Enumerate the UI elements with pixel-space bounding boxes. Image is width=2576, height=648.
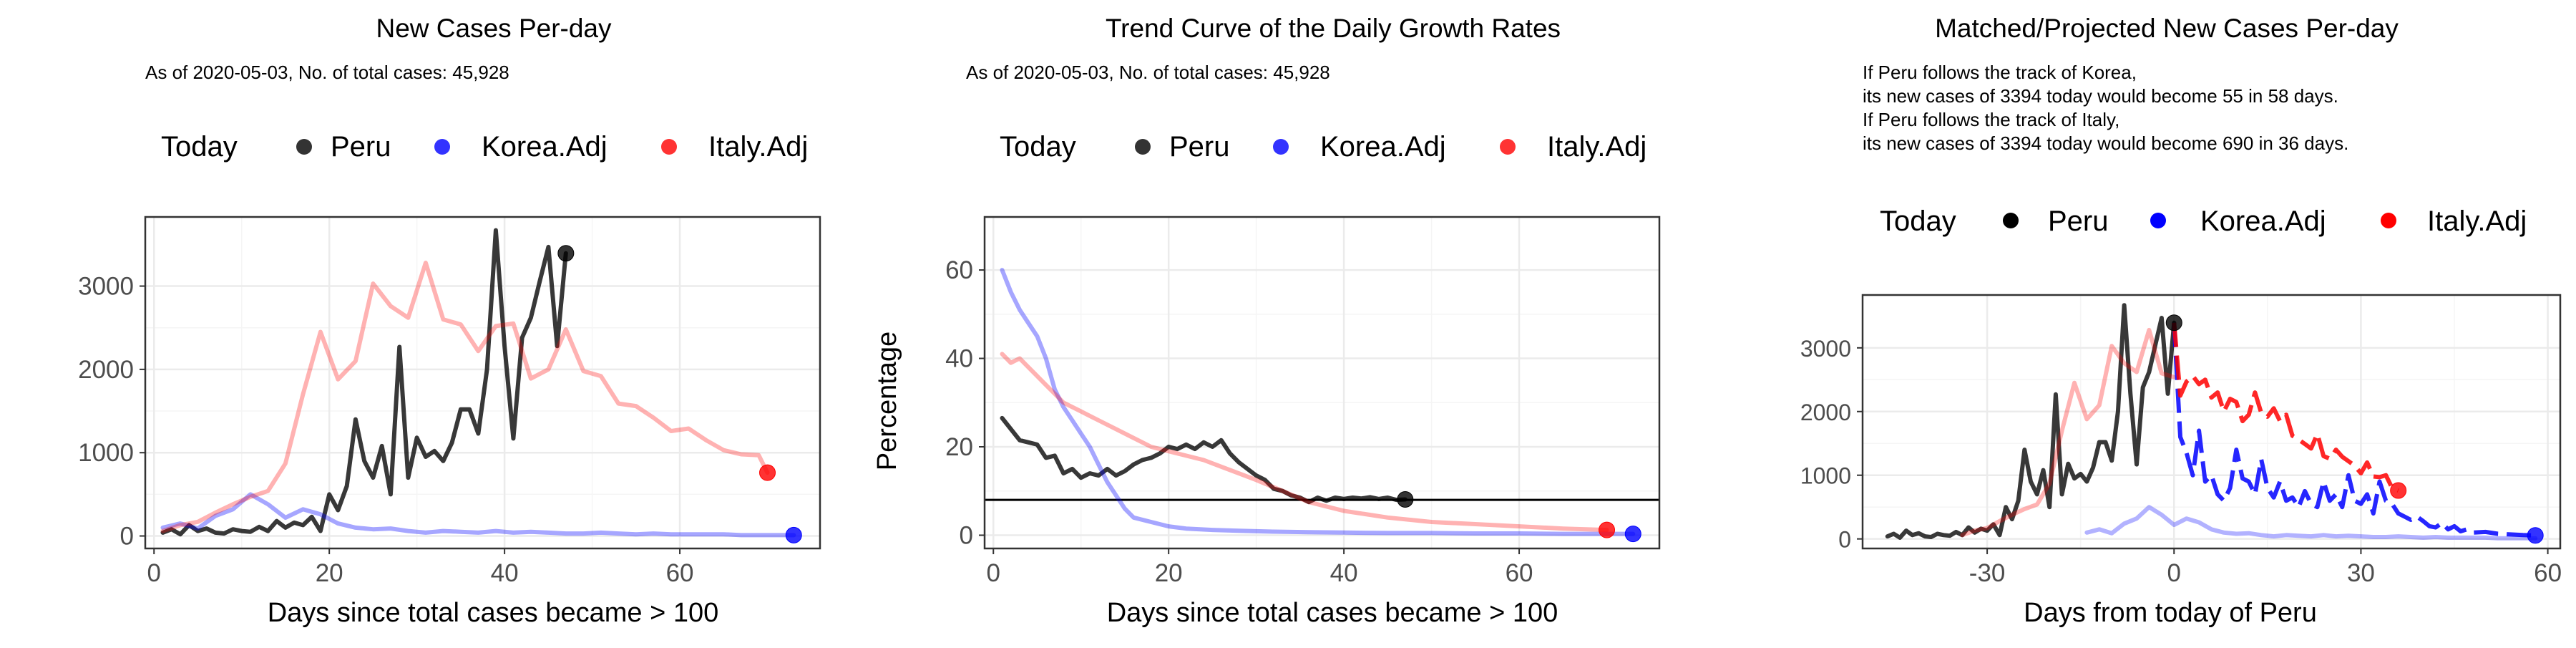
chart3-legend-label-peru: Peru	[2048, 205, 2109, 237]
chart3-x-tick-label: 30	[2347, 559, 2375, 587]
chart1-x-tick-label: 20	[316, 559, 343, 587]
chart2-legend-label-peru: Peru	[1169, 131, 1230, 163]
chart1-title: New Cases Per-day	[376, 14, 612, 43]
chart3-y-tick-label: 2000	[1800, 400, 1851, 425]
chart1-legend-marker-peru	[296, 139, 312, 155]
chart2-y-tick-label: 20	[945, 433, 973, 461]
chart2-x-tick-label: 40	[1330, 559, 1358, 587]
chart2-legend-marker-korea	[1273, 139, 1289, 155]
chart3-title: Matched/Projected New Cases Per-day	[1935, 14, 2399, 43]
chart2-x-tick-label: 20	[1155, 559, 1183, 587]
chart3-legend-marker-italy	[2381, 213, 2396, 228]
chart2-endpoint-peru	[1397, 490, 1414, 508]
chart2-endpoint-korea-adj	[1624, 526, 1641, 543]
chart2-subtitle: As of 2020-05-03, No. of total cases: 45…	[966, 62, 1330, 83]
chart1-legend-label-korea: Korea.Adj	[482, 131, 608, 163]
chart1-endpoint-korea-adj	[785, 526, 802, 543]
chart2-legend-label-italy: Italy.Adj	[1547, 131, 1646, 163]
chart3-endpoint-peru	[2165, 314, 2182, 332]
plot-layer: 0 20 40 60 0 1000 2000 3000 0 20 40 60 0 20 40 60 -30 0 30…	[78, 216, 2562, 587]
chart2-y-tick-label: 60	[945, 256, 973, 284]
chart1-panel-border	[144, 216, 821, 550]
chart3-annotation-4: its new cases of 3394 today would become…	[1863, 132, 2348, 154]
chart2-legend-marker-peru	[1135, 139, 1151, 155]
chart2-series-italy-adj	[1000, 352, 1609, 533]
chart3-series-korea-adj	[2084, 505, 2538, 541]
chart2-y-tick-label: 40	[945, 345, 973, 373]
chart3-x-tick-label: 60	[2534, 559, 2562, 587]
chart2-y-tick-label: 0	[960, 521, 973, 549]
chart3-plot-group: -30 0 30 60 0 1000 2000 3000	[1800, 294, 2562, 587]
chart1-legend-marker-italy	[661, 139, 677, 155]
chart1-x-tick-label: 40	[491, 559, 519, 587]
chart1-endpoint-italy-adj	[759, 464, 776, 481]
chart1-y-tick-label: 1000	[78, 439, 134, 467]
chart1-y-tick-label: 3000	[78, 273, 134, 301]
chart2-plot-group: 0 20 40 60 0 20 40 60	[945, 216, 1661, 587]
chart1-series-italy-adj	[160, 261, 770, 533]
chart3-y-tick-label: 0	[1838, 527, 1851, 553]
chart3-series-italy-adj-projected	[2172, 322, 2399, 493]
chart3-endpoint-italy-adj	[2390, 482, 2407, 499]
chart2-xlabel: Days since total cases became > 100	[1107, 598, 1558, 628]
chart2-legend-label-korea: Korea.Adj	[1320, 131, 1446, 163]
chart3-legend-title: Today	[1880, 205, 1956, 237]
chart1-legend-title: Today	[161, 131, 238, 163]
chart1-x-tick-label: 0	[147, 559, 161, 587]
chart1-xlabel: Days since total cases became > 100	[268, 598, 719, 628]
chart3-series-italy-adj	[1960, 327, 2177, 538]
chart2-x-tick-label: 60	[1506, 559, 1533, 587]
chart3-annotation-2: its new cases of 3394 today would become…	[1863, 85, 2338, 107]
chart1-legend-marker-korea	[434, 139, 450, 155]
chart3-endpoint-korea-adj	[2527, 527, 2544, 544]
chart2-ylabel: Percentage	[872, 332, 902, 470]
chart2-series-peru	[1000, 415, 1407, 505]
chart3-y-tick-label: 1000	[1800, 463, 1851, 489]
chart1-series-peru	[160, 228, 568, 537]
chart3-legend-marker-peru	[2003, 213, 2019, 228]
chart1-y-tick-label: 0	[120, 523, 134, 551]
chart1-legend-label-italy: Italy.Adj	[708, 131, 808, 163]
chart2-legend-title: Today	[1000, 131, 1076, 163]
chart2-endpoint-italy-adj	[1599, 521, 1616, 538]
chart1-plot-group: 0 20 40 60 0 1000 2000 3000	[78, 216, 821, 587]
chart2-title: Trend Curve of the Daily Growth Rates	[1106, 14, 1561, 43]
chart3-annotation-3: If Peru follows the track of Italy,	[1863, 109, 2119, 130]
chart2-panel-border	[983, 216, 1661, 550]
chart3-annotation-1: If Peru follows the track of Korea,	[1863, 62, 2137, 83]
chart3-xlabel: Days from today of Peru	[2024, 598, 2317, 628]
chart3-legend-label-korea: Korea.Adj	[2200, 205, 2326, 237]
chart3-series-korea-adj-projected	[2172, 322, 2536, 538]
chart3-panel-border	[1861, 294, 2562, 550]
chart1-endpoint-peru	[557, 245, 575, 262]
chart3-y-tick-label: 3000	[1800, 336, 1851, 362]
chart1-y-tick-label: 2000	[78, 356, 134, 384]
chart3-series-peru	[1885, 303, 2177, 540]
chart2-legend-marker-italy	[1500, 139, 1516, 155]
chart1-series-korea-adj	[160, 492, 796, 538]
chart2-x-tick-label: 0	[987, 559, 1000, 587]
chart3-legend-marker-korea	[2150, 213, 2166, 228]
chart3-x-tick-label: -30	[1969, 559, 2006, 587]
chart2-series-korea-adj	[1000, 268, 1636, 536]
chart1-subtitle: As of 2020-05-03, No. of total cases: 45…	[145, 62, 509, 83]
chart1-legend-label-peru: Peru	[331, 131, 391, 163]
chart1-x-tick-label: 60	[666, 559, 694, 587]
chart3-legend-label-italy: Italy.Adj	[2427, 205, 2527, 237]
chart3-x-tick-label: 0	[2167, 559, 2181, 587]
